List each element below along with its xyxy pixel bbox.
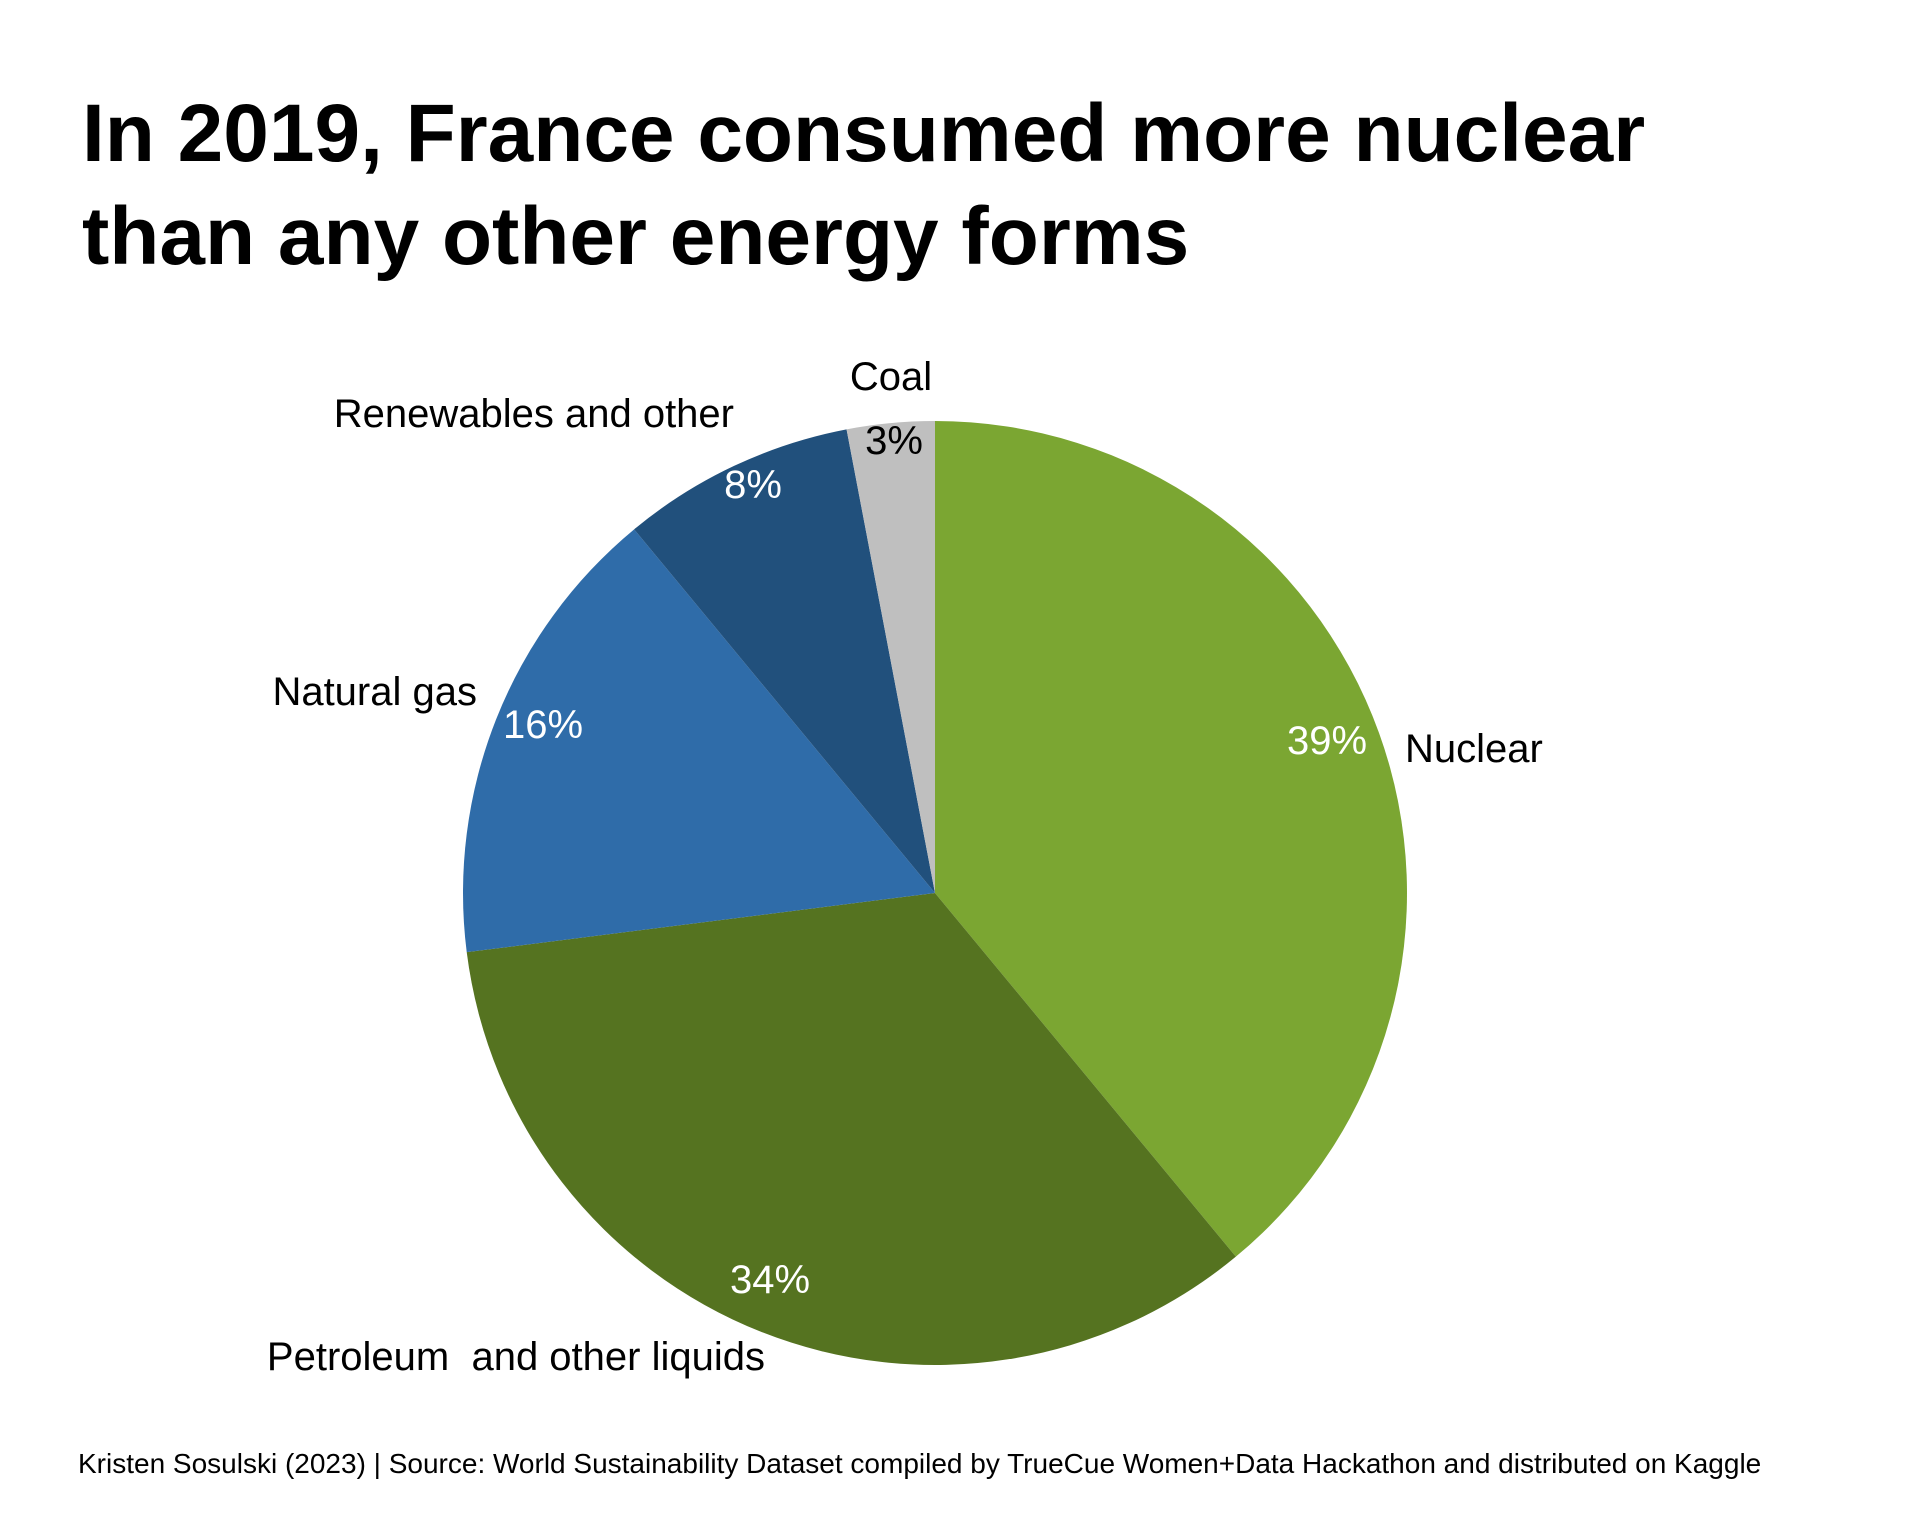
value-label-nuclear: 39% [1287, 719, 1367, 763]
category-label-nuclear: Nuclear [1405, 727, 1543, 771]
chart-title-line-1: In 2019, France consumed more nuclear [82, 88, 1646, 179]
value-label-petroleum: 34% [730, 1258, 810, 1302]
value-label-natural-gas: 16% [503, 703, 583, 747]
pie-slices [462, 421, 1407, 1365]
category-label-coal: Coal [850, 355, 932, 399]
pie-value-labels: 39% 34% 16% 8% 3% [503, 419, 1367, 1302]
category-label-natural-gas: Natural gas [272, 670, 477, 714]
category-label-petroleum: Petroleum and other liquids [267, 1335, 765, 1379]
value-label-renewables: 8% [724, 463, 782, 507]
chart-title-line-2: than any other energy forms [82, 191, 1190, 282]
value-label-coal: 3% [865, 419, 923, 463]
pie-slice-petroleum [466, 893, 1236, 1365]
pie-slice-coal [846, 421, 935, 893]
pie-slice-nuclear [935, 421, 1407, 1257]
pie-category-labels: Nuclear Petroleum and other liquids Natura… [267, 355, 1543, 1379]
pie-slice-natural-gas [462, 529, 935, 953]
source-footer: Kristen Sosulski (2023) | Source: World … [78, 1448, 1762, 1479]
pie-slice-renewables [634, 429, 935, 893]
chart-title: In 2019, France consumed more nuclear th… [82, 82, 1882, 288]
category-label-renewables: Renewables and other [334, 392, 734, 436]
